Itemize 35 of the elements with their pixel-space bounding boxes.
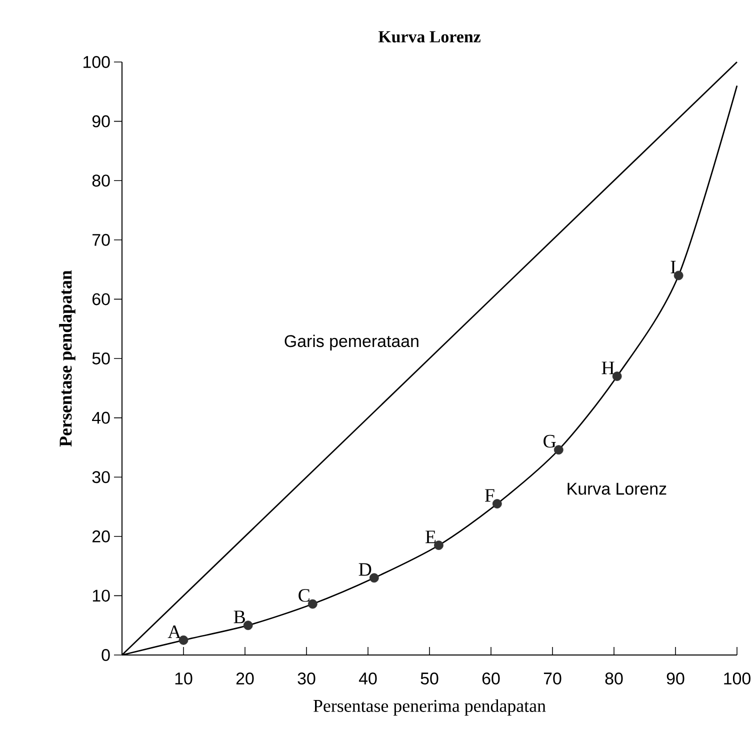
y-tick-label: 100 <box>83 56 110 68</box>
y-tick-label: 10 <box>92 590 110 602</box>
y-tick-label: 90 <box>92 115 110 128</box>
y-tick-label: 0 <box>102 648 110 661</box>
x-tick-label: 70 <box>544 672 562 685</box>
annotation: F <box>484 489 494 502</box>
y-tick-label: 30 <box>92 471 110 484</box>
annotation: B <box>234 610 245 624</box>
y-tick-label: 80 <box>92 174 110 187</box>
y-tick-label: 40 <box>92 412 110 424</box>
annotation: A <box>168 625 181 638</box>
series-label: Kurva Lorenz <box>568 482 666 495</box>
x-tick-label: 20 <box>236 672 254 685</box>
x-tick-label: 90 <box>666 672 684 685</box>
series-label: Garis pemerataan <box>284 334 418 350</box>
x-tick-label: 30 <box>298 672 316 685</box>
x-tick-label: 60 <box>482 672 500 685</box>
annotation: D <box>358 563 371 576</box>
annotation: G <box>543 434 556 448</box>
annotation: E <box>425 530 436 544</box>
annotation: I <box>670 260 676 274</box>
annotation: H <box>602 362 614 374</box>
y-axis-title: Persentase pendapatan <box>58 270 76 447</box>
annotation: C <box>298 589 310 602</box>
y-tick-label: 20 <box>92 530 110 542</box>
x-axis-title: Persentase penerima pendapatan <box>313 699 546 716</box>
x-tick-label: 50 <box>420 672 438 685</box>
x-tick-label: 40 <box>358 672 377 685</box>
y-tick-label: 70 <box>92 234 110 246</box>
x-tick-label: 100 <box>724 672 750 685</box>
chart-title: Kurva Lorenz <box>378 31 480 42</box>
x-tick-label: 10 <box>175 672 192 685</box>
y-tick-label: 50 <box>92 352 110 364</box>
y-tick-label: 60 <box>92 293 110 306</box>
x-tick-label: 80 <box>605 672 623 685</box>
